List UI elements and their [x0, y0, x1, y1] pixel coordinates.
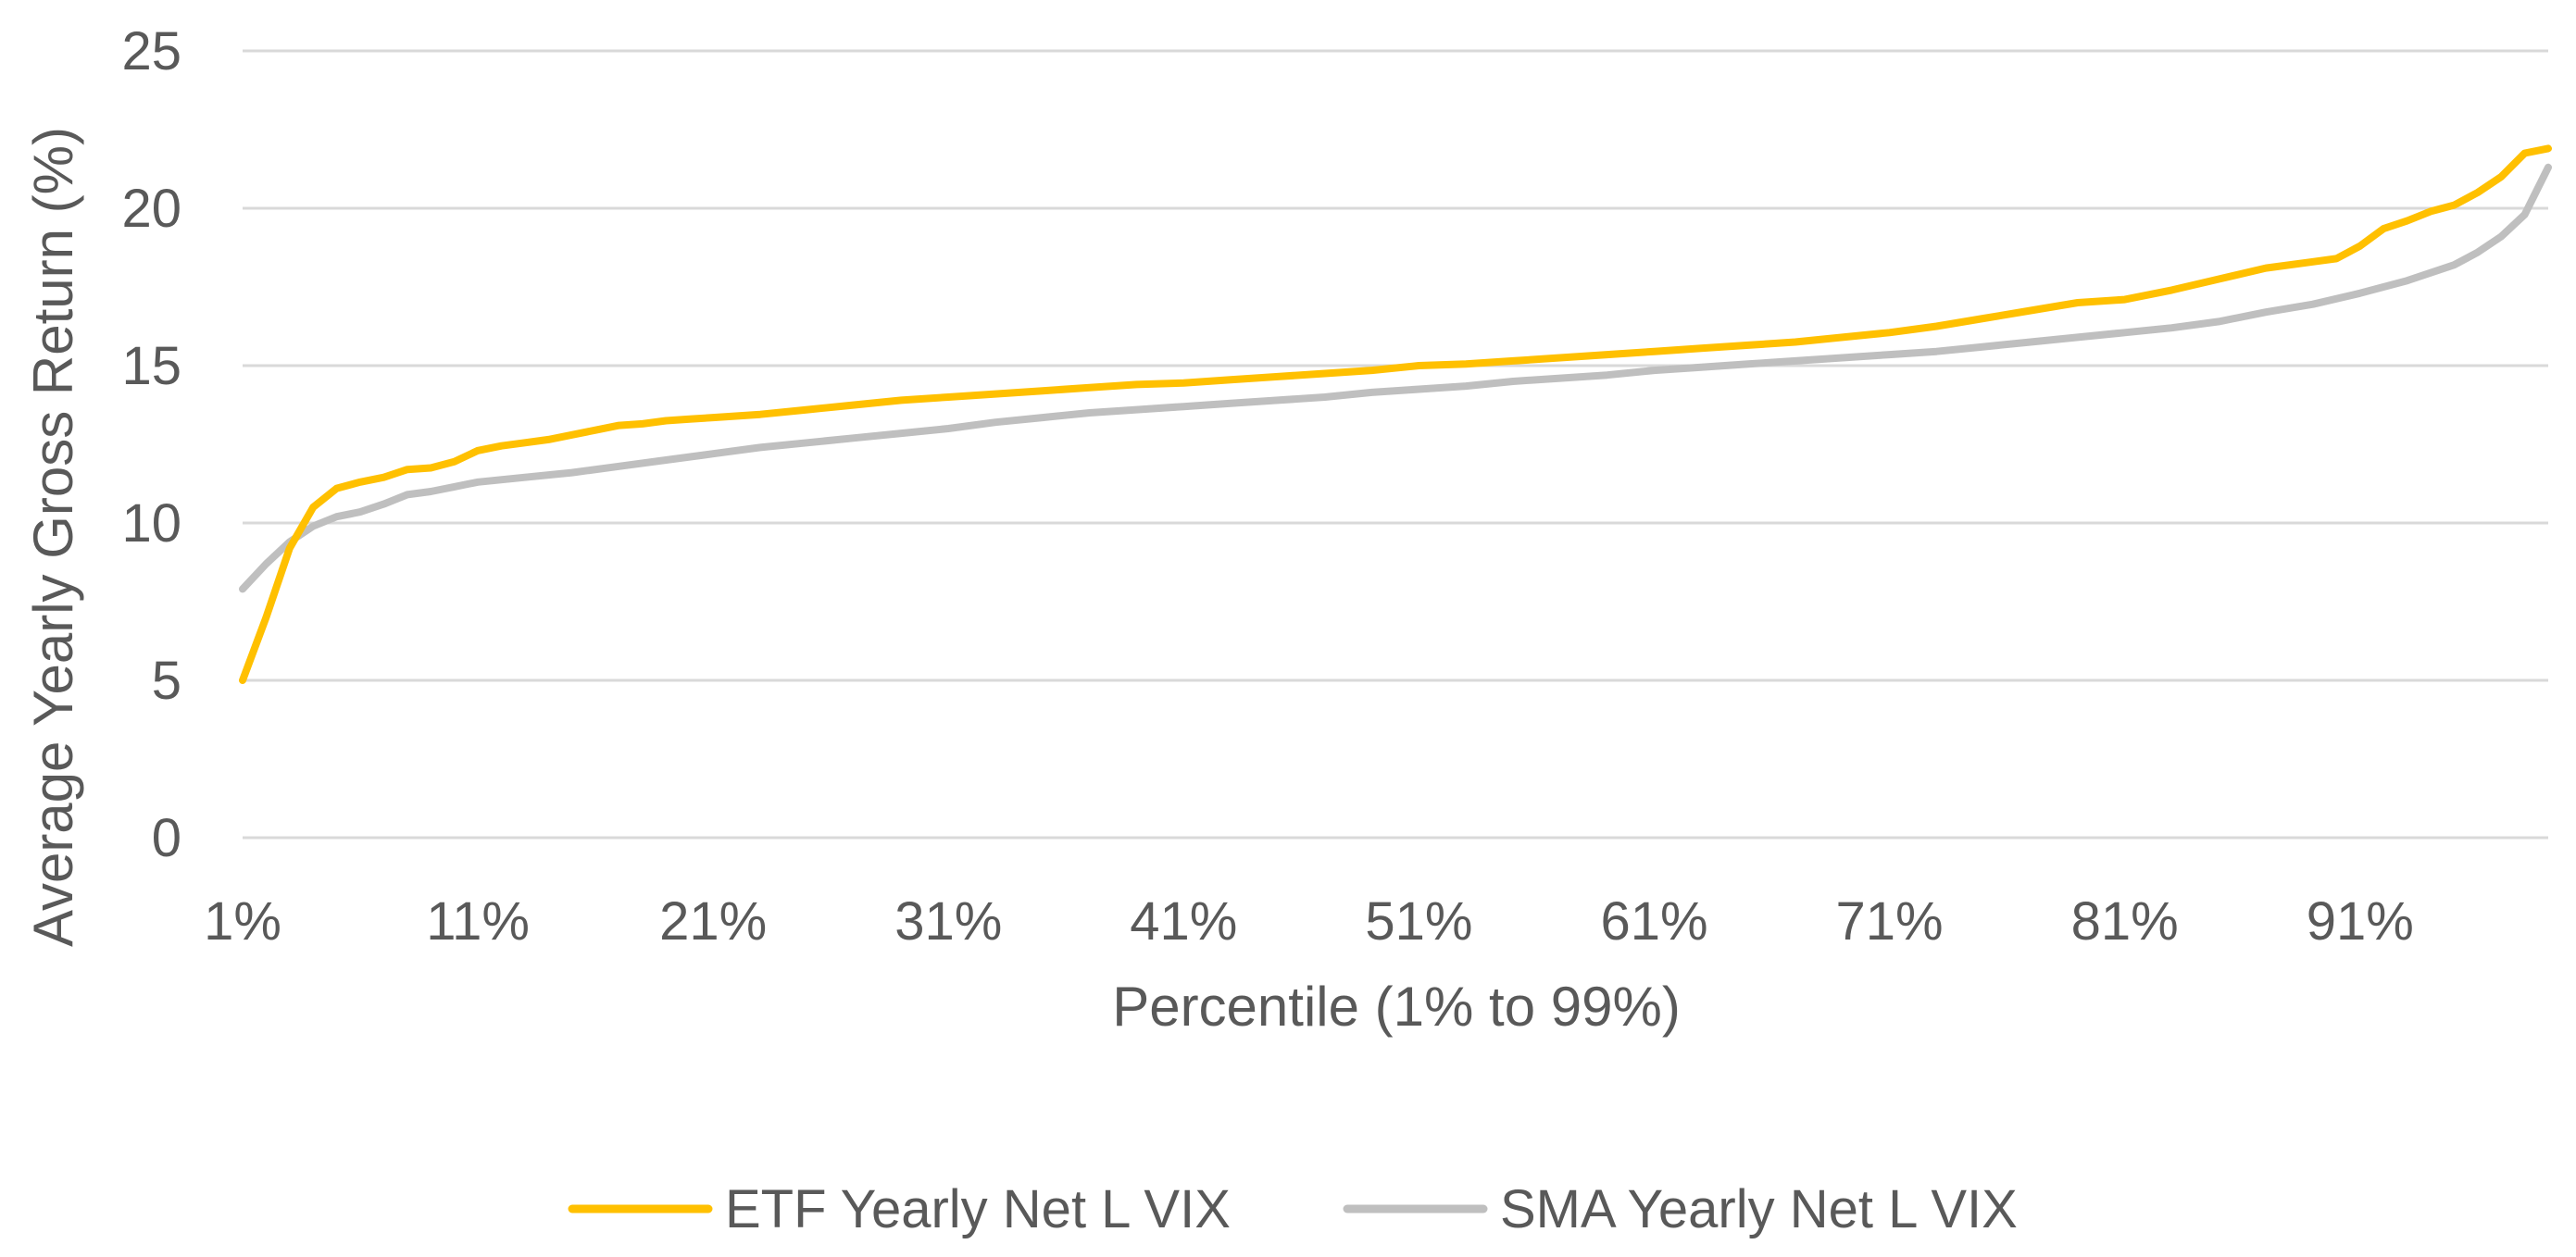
- legend-label-etf-yearly-net-l-vix: ETF Yearly Net L VIX: [725, 1179, 1231, 1239]
- x-tick-label-51pct: 51%: [1365, 891, 1472, 952]
- y-axis-tick-labels: 0 5 10 15 20 25: [121, 21, 181, 868]
- legend: ETF Yearly Net L VIX SMA Yearly Net L VIX: [568, 1179, 2018, 1239]
- y-tick-label-15: 15: [121, 336, 181, 396]
- x-tick-label-61pct: 61%: [1600, 891, 1707, 952]
- y-tick-label-5: 5: [152, 651, 181, 711]
- legend-label-sma-yearly-net-l-vix: SMA Yearly Net L VIX: [1500, 1179, 2018, 1239]
- x-tick-label-41pct: 41%: [1130, 891, 1237, 952]
- horizontal-gridlines: [243, 49, 2548, 840]
- x-tick-label-91pct: 91%: [2307, 891, 2414, 952]
- y-tick-label-25: 25: [121, 21, 181, 81]
- x-tick-label-81pct: 81%: [2071, 891, 2179, 952]
- x-tick-label-1pct: 1%: [204, 891, 281, 952]
- x-axis-label: Percentile (1% to 99%): [1112, 976, 1681, 1038]
- y-axis-label: Average Yearly Gross Return (%): [22, 127, 84, 947]
- x-tick-label-11pct: 11%: [426, 891, 530, 952]
- x-axis-tick-labels: 1% 11% 21% 31% 41% 51% 61% 71% 81% 91%: [204, 891, 2414, 952]
- data-series: [239, 144, 2552, 684]
- series-line-etf-yearly-net-l-vix: [239, 144, 2552, 684]
- y-tick-label-20: 20: [121, 179, 181, 239]
- y-tick-label-0: 0: [152, 808, 181, 868]
- x-tick-label-71pct: 71%: [1836, 891, 1944, 952]
- x-tick-label-21pct: 21%: [659, 891, 767, 952]
- series-line-sma-yearly-net-l-vix: [239, 163, 2552, 593]
- y-tick-label-10: 10: [121, 493, 181, 554]
- x-tick-label-31pct: 31%: [894, 891, 1002, 952]
